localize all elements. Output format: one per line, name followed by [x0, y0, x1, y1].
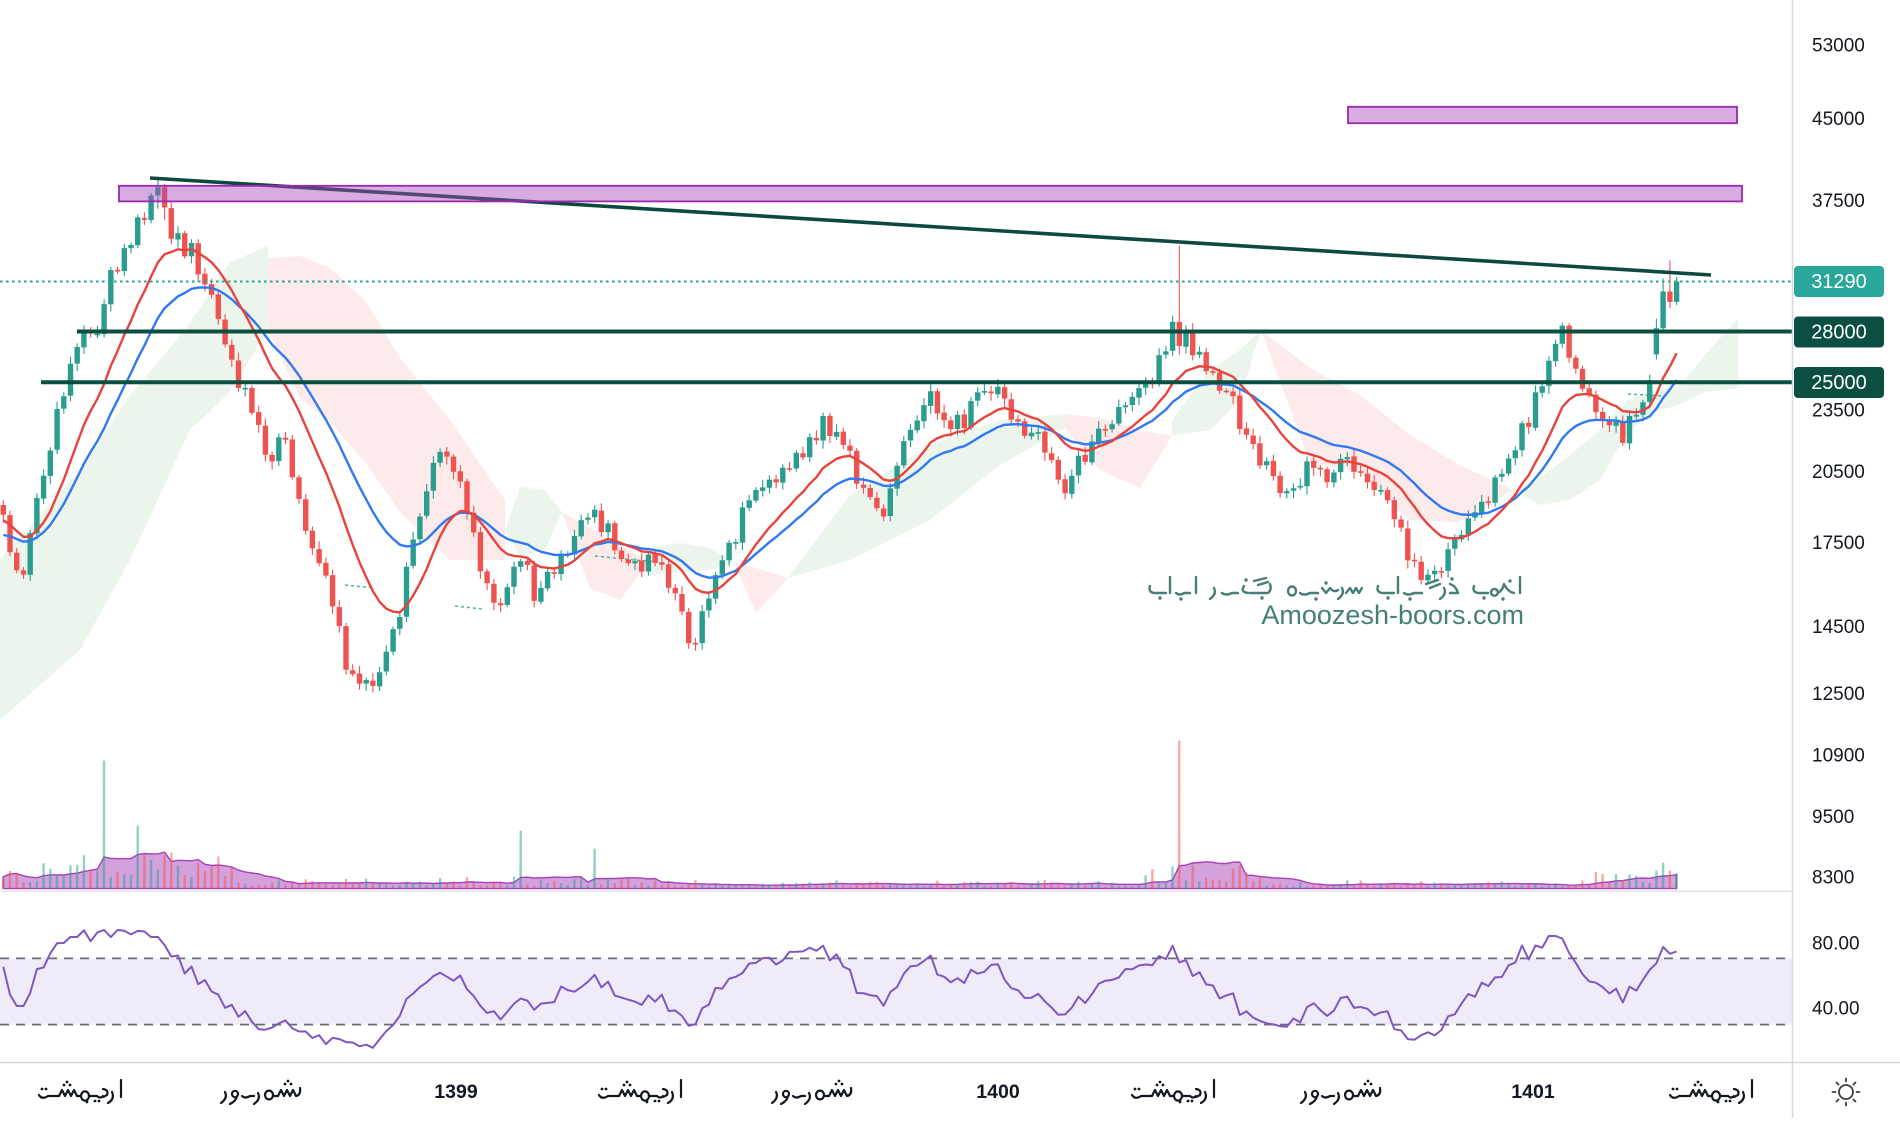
svg-text:1399: 1399 [434, 1081, 478, 1103]
svg-text:53000: 53000 [1812, 36, 1865, 57]
svg-text:1400: 1400 [976, 1081, 1020, 1103]
svg-text:25000: 25000 [1811, 372, 1867, 394]
svg-text:37500: 37500 [1812, 191, 1865, 212]
svg-text:45000: 45000 [1812, 109, 1865, 130]
svg-text:8300: 8300 [1812, 868, 1854, 889]
svg-text:40.00: 40.00 [1812, 999, 1860, 1020]
svg-text:80.00: 80.00 [1812, 934, 1860, 955]
svg-text:14500: 14500 [1812, 617, 1865, 638]
svg-text:Amoozesh-boors.com: Amoozesh-boors.com [1261, 600, 1524, 630]
svg-text:23500: 23500 [1812, 401, 1865, 422]
svg-text:12500: 12500 [1812, 684, 1865, 705]
svg-text:20500: 20500 [1812, 462, 1865, 483]
svg-text:1401: 1401 [1511, 1081, 1555, 1103]
svg-text:31290: 31290 [1811, 271, 1867, 293]
svg-text:9500: 9500 [1812, 807, 1854, 828]
svg-text:10900: 10900 [1812, 745, 1865, 766]
svg-text:28000: 28000 [1811, 322, 1867, 344]
svg-text:17500: 17500 [1812, 533, 1865, 554]
